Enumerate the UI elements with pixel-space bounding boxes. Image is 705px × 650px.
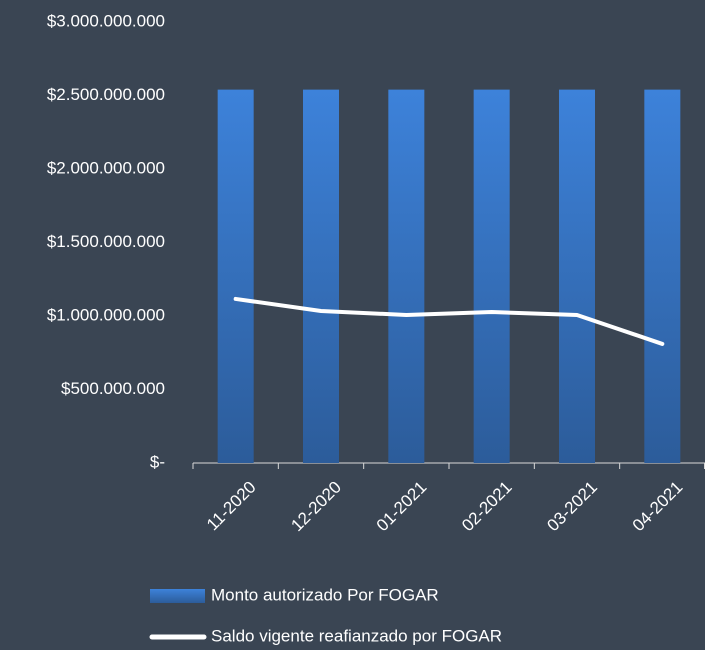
legend-label: Saldo vigente reafianzado por FOGAR	[211, 626, 502, 645]
y-tick-label: $-	[150, 452, 165, 471]
y-tick-label: $3.000.000.000	[47, 11, 165, 30]
x-tick-label: 11-2020	[203, 478, 260, 535]
bar	[388, 89, 425, 464]
legend-label: Monto autorizado Por FOGAR	[211, 585, 439, 604]
x-tick-label: 03-2021	[543, 478, 601, 536]
bar	[473, 89, 510, 464]
x-tick-label: 12-2020	[287, 478, 345, 536]
x-tick-label: 04-2021	[629, 478, 687, 536]
bar	[303, 89, 339, 464]
x-tick-label: 01-2021	[373, 478, 431, 536]
y-tick-label: $1.500.000.000	[47, 232, 165, 251]
y-tick-label: $2.000.000.000	[47, 158, 165, 177]
bar	[644, 89, 681, 464]
x-tick-label: 02-2021	[458, 478, 516, 536]
bar	[559, 89, 595, 464]
y-tick-label: $1.000.000.000	[47, 305, 165, 324]
legend-swatch	[150, 589, 205, 603]
y-tick-label: $500.000.000	[61, 379, 165, 398]
y-tick-label: $2.500.000.000	[47, 85, 165, 104]
line	[233, 296, 665, 346]
bar	[217, 89, 254, 464]
